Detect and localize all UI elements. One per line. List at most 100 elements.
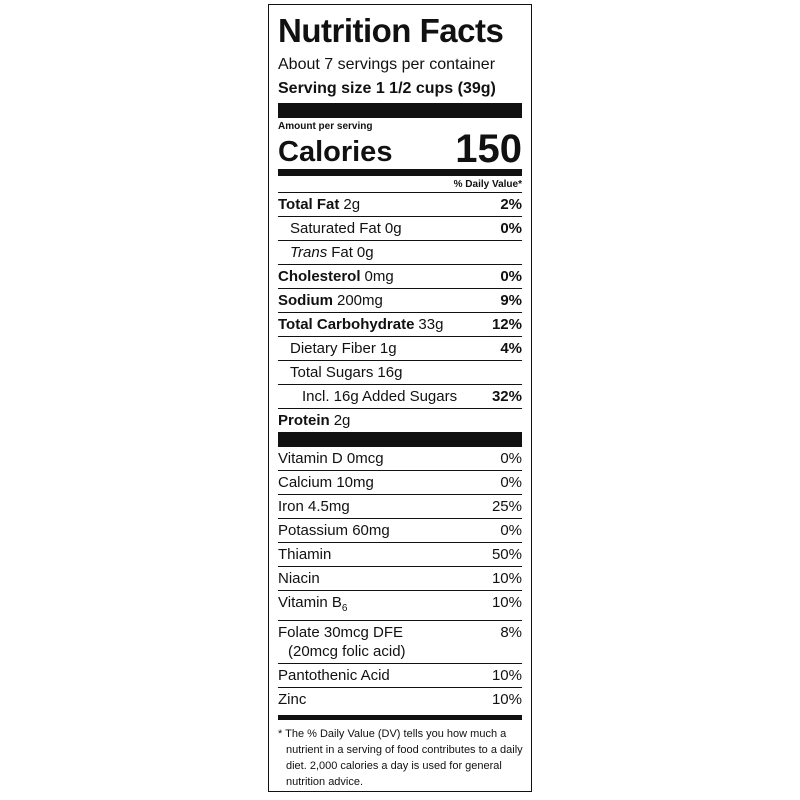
nutrient-row: Trans Fat 0g (278, 240, 522, 264)
nutrient-amount: 33g (418, 316, 444, 333)
nutrient-amount: 2g (343, 196, 361, 213)
nutrient-dv: 32% (491, 388, 522, 405)
nutrient-row: Total Fat 2g 2% (278, 192, 522, 216)
nutrient-label: Cholesterol 0mg (278, 265, 394, 288)
nutrient-prefix: Trans (290, 244, 328, 261)
calories-value: 150 (455, 127, 522, 171)
nutrient-row: Cholesterol 0mg 0% (278, 264, 522, 288)
nutrient-label: Incl. 16g Added Sugars (278, 385, 457, 408)
vitamin-row: Iron 4.5mg 25% (278, 494, 522, 518)
vitamin-label: Iron 4.5mg (278, 495, 350, 518)
vitamin-dv: 0% (500, 522, 522, 539)
dv-header: % Daily Value* (453, 179, 522, 190)
nutrient-label: Sodium 200mg (278, 289, 383, 312)
nutrient-label: Protein 2g (278, 409, 350, 432)
vitamin-dv: 10% (491, 667, 522, 684)
nutrient-dv: 0% (500, 220, 522, 237)
nutrient-dv: 2% (500, 196, 522, 213)
vitamins: Vitamin D 0mcg 0% Calcium 10mg 0% Iron 4.5mg… (278, 447, 522, 711)
title: Nutrition Facts (278, 12, 504, 49)
vitamin-name: Folate 30mcg DFE (278, 624, 404, 641)
servings: About 7 servings per container (278, 56, 496, 73)
nutrient-name: Total Carbohydrate (278, 316, 415, 333)
nutrient-dv: 12% (491, 316, 522, 333)
nutrient-label: Total Fat 2g (278, 193, 360, 216)
nutrient-name: Incl. 16g Added Sugars (302, 388, 458, 405)
serving-size: Serving size 1 1/2 cups (39g) (278, 80, 496, 97)
vitamin-row: Vitamin D 0mcg 0% (278, 447, 522, 470)
vitamin-dv: 0% (500, 474, 522, 491)
vitamin-name: (20mcg folic acid) (288, 643, 406, 660)
nutrient-dv: 9% (500, 292, 522, 309)
nutrient-label: Total Sugars 16g (278, 361, 402, 384)
vitamin-dv: 10% (491, 570, 522, 587)
vitamin-label: Calcium 10mg (278, 471, 374, 494)
nutrient-label: Trans Fat 0g (278, 241, 374, 264)
nutrient-name: Cholesterol (278, 268, 361, 285)
vitamin-row: Thiamin 50% (278, 542, 522, 566)
vitamin-name: Iron 4.5mg (278, 498, 350, 515)
vitamin-row: Potassium 60mg 0% (278, 518, 522, 542)
vitamin-label: Folate 30mcg DFE (20mcg folic acid) (278, 623, 406, 661)
nutrient-amount: 0g (384, 220, 402, 237)
vitamin-dv: 10% (491, 691, 522, 708)
vitamin-name: Zinc (278, 691, 307, 708)
vitamin-name: Calcium 10mg (278, 474, 374, 491)
nutrient-label: Dietary Fiber 1g (278, 337, 397, 360)
nutrient-row: Protein 2g (278, 408, 522, 432)
vitamin-label: Niacin (278, 567, 320, 590)
calories-row: Calories 150 (278, 127, 522, 171)
vitamin-name: Vitamin D 0mcg (278, 450, 384, 467)
nutrient-label: Saturated Fat 0g (278, 217, 402, 240)
vitamin-row: Zinc 10% (278, 687, 522, 711)
vitamin-dv: 8% (500, 624, 522, 641)
vitamin-name: Potassium 60mg (278, 522, 390, 539)
nutrient-dv: 0% (500, 268, 522, 285)
nutrition-label: Nutrition Facts About 7 servings per con… (268, 4, 532, 792)
vitamin-dv: 10% (491, 594, 522, 611)
vitamin-name: Niacin (278, 570, 320, 587)
nutrient-amount: 0mg (364, 268, 394, 285)
vitamin-row: Folate 30mcg DFE (20mcg folic acid) 8% (278, 620, 522, 663)
vitamin-row: Niacin 10% (278, 566, 522, 590)
vitamin-label: Vitamin D 0mcg (278, 447, 384, 470)
vitamin-label: Pantothenic Acid (278, 664, 390, 687)
nutrient-row: Incl. 16g Added Sugars 32% (278, 384, 522, 408)
nutrient-name: Total Sugars (290, 364, 374, 381)
vitamin-dv: 50% (491, 546, 522, 563)
vitamin-name: Pantothenic Acid (278, 667, 390, 684)
amount-per-serving: Amount per serving (278, 121, 373, 132)
nutrient-name: Saturated Fat (290, 220, 381, 237)
nutrients: Total Fat 2g 2% Saturated Fat 0g 0% Trans Fat 0g… (278, 192, 522, 432)
nutrient-name: Dietary Fiber (290, 340, 376, 357)
vitamin-label: Zinc (278, 688, 306, 711)
vitamin-row: Calcium 10mg 0% (278, 470, 522, 494)
footnote-line: diet. 2,000 calories a day is used for g… (286, 760, 502, 772)
nutrient-name: Protein (278, 412, 330, 429)
vitamin-label: Vitamin B6 (278, 591, 347, 620)
nutrient-amount: 16g (377, 364, 403, 381)
calories-label: Calories (278, 136, 393, 168)
vitamin-dv: 25% (491, 498, 522, 515)
nutrient-name: Fat (331, 244, 353, 261)
nutrient-row: Saturated Fat 0g 0% (278, 216, 522, 240)
nutrient-amount: 0g (356, 244, 374, 261)
vitamin-name: Thiamin (278, 546, 332, 563)
vitamin-row: Pantothenic Acid 10% (278, 663, 522, 687)
nutrient-amount: 200mg (337, 292, 383, 309)
footnote-line: nutrition advice. (286, 776, 364, 788)
vitamin-row: Vitamin B6 10% (278, 590, 522, 620)
nutrient-amount: 1g (379, 340, 397, 357)
vitamin-label: Thiamin (278, 543, 331, 566)
nutrient-row: Dietary Fiber 1g 4% (278, 336, 522, 360)
footnote: * The % Daily Value (DV) tells you how m… (278, 715, 523, 790)
vitamin-name: Vitamin B6 (278, 594, 348, 614)
vitamin-label: Potassium 60mg (278, 519, 390, 542)
footnote-line: nutrient in a serving of food contribute… (286, 744, 523, 756)
nutrient-amount: 2g (333, 412, 351, 429)
nutrient-name: Sodium (278, 292, 333, 309)
nutrient-row: Total Carbohydrate 33g 12% (278, 312, 522, 336)
footnote-line: * The % Daily Value (DV) tells you how m… (278, 728, 507, 740)
vitamin-subscript: 6 (341, 603, 348, 614)
